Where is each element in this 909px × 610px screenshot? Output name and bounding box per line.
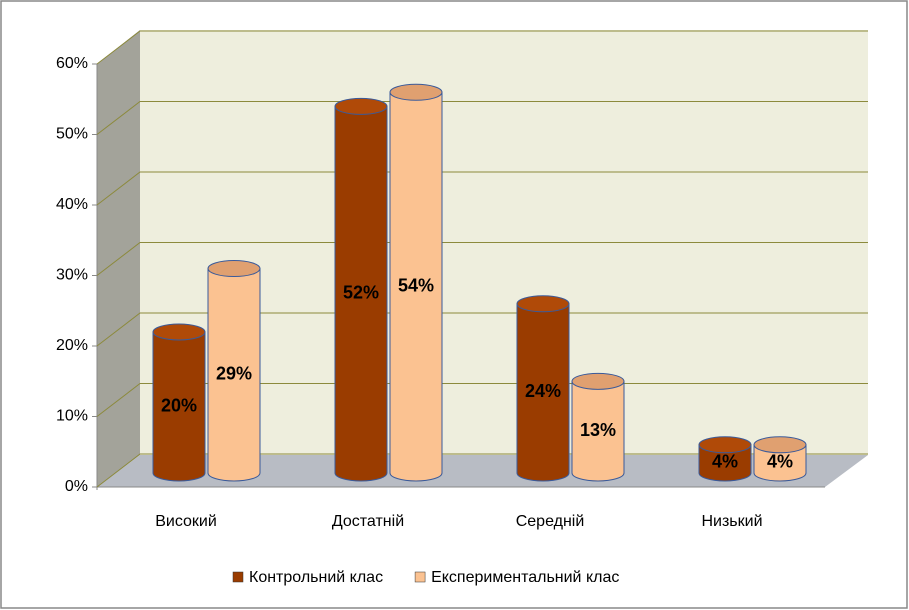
- x-tick-label: Середній: [516, 513, 585, 530]
- bar: [389, 83, 443, 482]
- x-tick-label: Високий: [155, 513, 217, 530]
- value-label: 4%: [767, 452, 793, 472]
- grid-line: [96, 242, 868, 276]
- cylinder-top: [389, 83, 443, 101]
- grid-line: [96, 383, 868, 417]
- legend-label: Експериментальний клас: [431, 569, 619, 586]
- grid-line: [96, 101, 868, 135]
- cylinder-top: [152, 323, 206, 341]
- grid-line: [96, 312, 868, 347]
- cylinder-top: [334, 97, 388, 115]
- cylinder-body: [753, 444, 807, 482]
- bar: [516, 295, 570, 482]
- value-label: 24%: [525, 381, 561, 401]
- y-tick-label: 50%: [56, 126, 88, 143]
- grid-line: [96, 171, 868, 206]
- legend-swatch: [414, 571, 426, 583]
- cylinder-body: [389, 91, 443, 482]
- cylinder-body: [152, 331, 206, 482]
- y-tick-label: 10%: [56, 408, 88, 425]
- cylinder-top: [571, 372, 625, 390]
- y-tick-label: 20%: [56, 337, 88, 354]
- x-tick-label: Достатній: [332, 513, 404, 530]
- bar: [152, 323, 206, 482]
- value-label: 29%: [216, 364, 252, 384]
- cylinder-body: [207, 268, 261, 482]
- legend-label: Контрольний клас: [249, 569, 383, 586]
- grid-line: [96, 453, 868, 488]
- value-label: 52%: [343, 282, 379, 302]
- floor: [97, 455, 868, 487]
- cylinder-body: [571, 380, 625, 482]
- cylinder-top: [516, 295, 570, 313]
- x-tick-label: Низький: [701, 513, 762, 530]
- bar: [207, 260, 261, 482]
- value-label: 13%: [580, 420, 616, 440]
- y-tick-label: 0%: [65, 478, 88, 495]
- legend-swatch: [232, 571, 244, 583]
- y-tick-label: 40%: [56, 196, 88, 213]
- value-label: 20%: [161, 395, 197, 415]
- value-label: 54%: [398, 275, 434, 295]
- y-tick-label: 30%: [56, 267, 88, 284]
- cylinder-top: [753, 436, 807, 454]
- cylinder-body: [698, 444, 752, 482]
- value-label: 4%: [712, 452, 738, 472]
- bar: [698, 436, 752, 482]
- cylinder-body: [516, 303, 570, 482]
- bar: [571, 372, 625, 482]
- grid-line: [96, 30, 868, 65]
- bar: [753, 436, 807, 482]
- cylinder-top: [698, 436, 752, 454]
- cylinder-body: [334, 105, 388, 482]
- y-tick-label: 60%: [56, 55, 88, 72]
- bar: [334, 97, 388, 482]
- cylinder-top: [207, 260, 261, 278]
